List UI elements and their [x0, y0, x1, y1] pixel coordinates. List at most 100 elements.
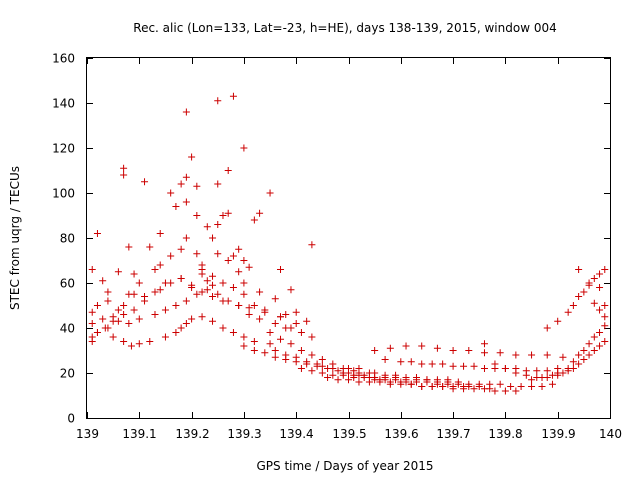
- y-tick-label: 80: [60, 232, 75, 246]
- data-point-plus: [99, 315, 107, 323]
- data-point-plus: [528, 376, 536, 384]
- data-point-plus: [528, 383, 536, 390]
- data-point-plus: [303, 360, 311, 368]
- data-point-plus: [334, 367, 342, 375]
- data-point-plus: [114, 268, 122, 276]
- data-point-plus: [585, 340, 593, 348]
- y-tick-label: 40: [60, 322, 75, 336]
- data-point-plus: [203, 223, 211, 231]
- data-point-plus: [277, 266, 285, 273]
- data-point-plus: [433, 344, 441, 352]
- data-point-plus: [120, 338, 128, 345]
- data-point-plus: [339, 369, 347, 377]
- data-point-plus: [120, 171, 128, 179]
- data-point-plus: [209, 272, 217, 280]
- data-point-plus: [161, 333, 169, 341]
- data-point-plus: [214, 97, 222, 105]
- data-point-plus: [365, 378, 373, 386]
- data-point-plus: [292, 358, 300, 366]
- data-point-plus: [261, 308, 269, 316]
- data-point-plus: [376, 378, 384, 386]
- data-point-plus: [93, 230, 101, 237]
- data-point-plus: [151, 266, 159, 273]
- data-point-plus: [282, 356, 290, 363]
- data-point-plus: [271, 320, 279, 327]
- data-point-plus: [480, 365, 488, 372]
- data-point-plus: [177, 180, 185, 188]
- data-point-plus: [585, 351, 593, 359]
- data-point-plus: [412, 376, 420, 384]
- data-point-plus: [229, 329, 237, 336]
- data-point-plus: [381, 356, 389, 363]
- data-point-plus: [266, 340, 274, 348]
- data-point-plus: [146, 338, 154, 345]
- data-point-plus: [224, 167, 232, 174]
- data-point-plus: [172, 329, 180, 336]
- data-point-plus: [386, 344, 394, 352]
- data-point-plus: [209, 281, 217, 289]
- data-point-plus: [538, 374, 546, 381]
- data-point-plus: [512, 369, 520, 377]
- data-point-plus: [182, 234, 190, 242]
- data-point-plus: [371, 347, 379, 354]
- data-point-plus: [219, 297, 227, 305]
- data-point-plus: [392, 374, 400, 381]
- data-point-plus: [88, 338, 96, 345]
- data-point-plus: [188, 153, 196, 161]
- data-point-plus: [209, 317, 217, 325]
- data-point-plus: [590, 299, 598, 307]
- data-point-plus: [308, 333, 316, 341]
- data-point-plus: [313, 362, 321, 370]
- data-point-plus: [329, 371, 337, 379]
- data-point-plus: [167, 189, 175, 197]
- data-point-plus: [465, 380, 473, 388]
- data-point-plus: [590, 275, 598, 282]
- y-axis-label: STEC from uqrg / TECUs: [8, 166, 22, 310]
- data-point-plus: [219, 324, 227, 332]
- x-axis-ticks: 139 139.1 139.2 139.3 139.4 139.5 139.6 139.7 13…: [76, 58, 622, 441]
- data-point-plus: [193, 212, 201, 219]
- data-point-plus: [297, 347, 305, 354]
- data-point-plus: [522, 371, 530, 379]
- data-point-plus: [475, 380, 483, 388]
- data-point-plus: [407, 358, 415, 366]
- data-point-plus: [318, 369, 326, 377]
- data-point-plus: [501, 387, 509, 395]
- data-point-plus: [135, 279, 143, 287]
- data-point-plus: [125, 290, 133, 298]
- data-point-plus: [287, 340, 295, 348]
- data-point-plus: [371, 374, 379, 381]
- data-point-plus: [245, 304, 253, 312]
- data-point-plus: [193, 182, 201, 190]
- data-point-plus: [167, 252, 175, 260]
- data-point-plus: [235, 245, 243, 253]
- data-point-plus: [240, 342, 248, 350]
- data-point-plus: [203, 286, 211, 294]
- data-point-plus: [182, 173, 190, 181]
- data-point-plus: [355, 378, 363, 386]
- data-point-plus: [266, 189, 274, 197]
- data-point-plus: [397, 358, 405, 366]
- data-point-plus: [240, 290, 248, 298]
- data-point-plus: [334, 376, 342, 384]
- data-point-plus: [297, 329, 305, 336]
- data-point-plus: [554, 369, 562, 377]
- data-point-plus: [219, 212, 227, 219]
- data-point-plus: [250, 338, 258, 345]
- x-tick-label: 139.2: [175, 427, 209, 441]
- data-point-plus: [256, 209, 264, 217]
- data-point-plus: [491, 387, 499, 395]
- data-point-plus: [329, 360, 337, 368]
- data-point-plus: [104, 324, 112, 332]
- data-point-plus: [418, 360, 426, 368]
- x-tick-label: 139.4: [279, 427, 313, 441]
- data-point-plus: [287, 324, 295, 332]
- data-point-plus: [141, 178, 149, 186]
- data-point-plus: [109, 317, 117, 325]
- data-point-plus: [146, 243, 154, 251]
- data-point-plus: [454, 378, 462, 386]
- data-point-plus: [177, 245, 185, 253]
- data-point-plus: [104, 288, 112, 296]
- data-point-plus: [512, 387, 520, 395]
- x-tick-label: 139.8: [488, 427, 522, 441]
